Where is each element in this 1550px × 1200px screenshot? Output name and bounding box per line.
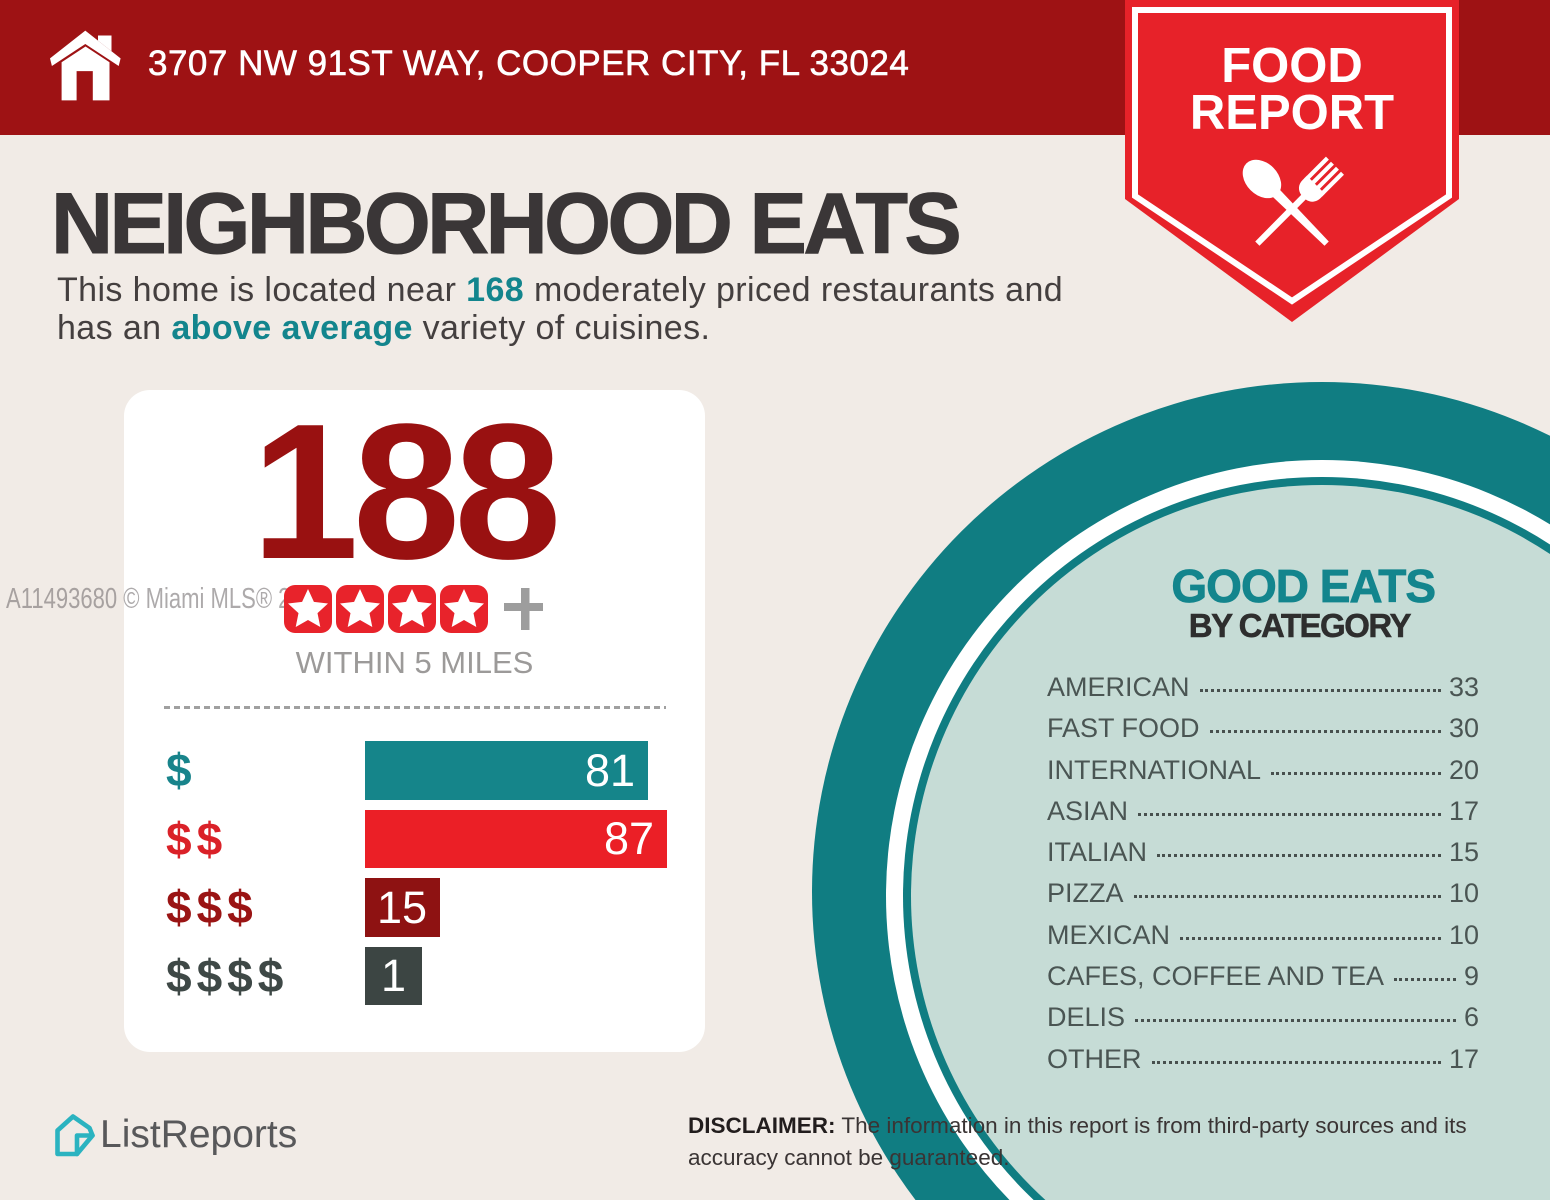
svg-text:FOOD: FOOD (1221, 39, 1363, 93)
svg-text:REPORT: REPORT (1190, 86, 1394, 140)
